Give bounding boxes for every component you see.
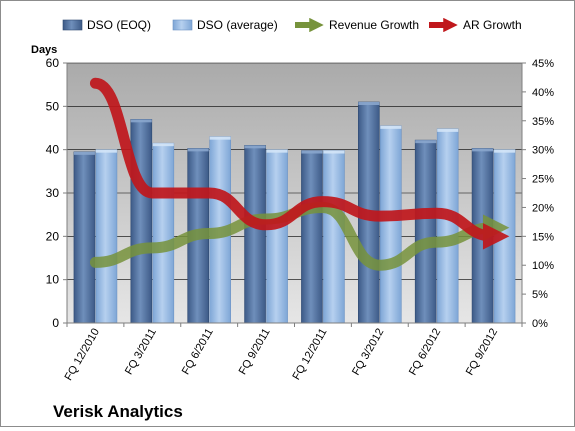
y-tick-label: 40 — [46, 143, 60, 157]
y2-axis-ticks: 0% 5% 10% 15% 20% 25% 30% 35% 40% 45% — [522, 58, 554, 330]
bar-top-highlight — [152, 143, 174, 147]
bar-dso-average — [266, 149, 288, 324]
legend-label: AR Growth — [463, 18, 522, 32]
y2-tick-label: 10% — [532, 260, 554, 272]
x-axis-ticks: FQ 12/2010 FQ 3/2011 FQ 6/2011 FQ 9/2011 FQ … — [63, 323, 523, 383]
bars — [73, 101, 516, 324]
y-tick-label: 0 — [52, 316, 59, 330]
bar-dso-average — [95, 149, 118, 324]
bar-top-highlight — [244, 145, 266, 149]
bar-top-highlight — [301, 150, 323, 154]
bar-top-highlight — [472, 148, 494, 152]
bar-dso-eoq — [301, 150, 323, 324]
y-tick-label: 10 — [46, 273, 60, 287]
x-tick-label: FQ 9/2012 — [464, 327, 500, 378]
bar-dso-average — [436, 128, 459, 324]
legend-label: Revenue Growth — [329, 18, 419, 32]
y2-tick-label: 35% — [532, 116, 554, 128]
bar-top-highlight — [95, 149, 117, 153]
bar-top-highlight — [266, 149, 288, 153]
x-tick-label: FQ 12/2010 — [63, 327, 102, 383]
bar-top-highlight — [380, 125, 402, 129]
bar-top-highlight — [494, 149, 516, 153]
bar-dso-average — [380, 125, 402, 324]
bar-dso-eoq — [73, 151, 96, 324]
bar-top-highlight — [130, 119, 152, 123]
bar-top-highlight — [73, 151, 95, 155]
y-tick-label: 50 — [46, 99, 60, 113]
x-tick-label: FQ 6/2012 — [407, 327, 443, 378]
x-tick-label: FQ 12/2011 — [291, 327, 330, 383]
bar-top-highlight — [437, 128, 459, 132]
x-tick-label: FQ 3/2011 — [123, 327, 159, 377]
y-tick-label: 20 — [46, 229, 60, 243]
bar-dso-eoq — [414, 139, 437, 324]
bar-top-highlight — [323, 150, 345, 154]
bar-top-highlight — [415, 140, 437, 144]
legend-label: DSO (average) — [197, 18, 278, 32]
y-tick-label: 60 — [46, 56, 60, 70]
y2-tick-label: 20% — [532, 202, 554, 214]
chart-title: Verisk Analytics — [53, 402, 183, 421]
y2-tick-label: 40% — [532, 87, 554, 99]
bar-dso-eoq — [244, 145, 266, 324]
x-tick-label: FQ 6/2011 — [180, 327, 216, 377]
x-tick-label: FQ 9/2011 — [237, 327, 273, 377]
y2-tick-label: 30% — [532, 145, 554, 157]
y-axis-label: Days — [31, 44, 57, 56]
bar-top-highlight — [209, 136, 231, 140]
y2-tick-label: 45% — [532, 58, 554, 70]
legend-swatch-dso-average — [172, 19, 193, 31]
bar-top-highlight — [358, 102, 380, 105]
y2-tick-label: 15% — [532, 231, 554, 243]
y2-tick-label: 5% — [532, 289, 548, 301]
growth-lines — [89, 77, 510, 271]
y-axis-ticks: 0 10 20 30 40 50 60 — [46, 56, 67, 330]
legend: DSO (EOQ) DSO (average) Revenue Growth AR G… — [62, 17, 522, 33]
bar-dso-average — [152, 142, 175, 324]
bar-dso-average — [323, 150, 345, 324]
y2-tick-label: 25% — [532, 174, 554, 186]
bar-top-highlight — [187, 148, 209, 152]
bar-dso-eoq — [130, 119, 153, 324]
x-tick-label: FQ 3/2012 — [350, 327, 386, 378]
legend-label: DSO (EOQ) — [87, 18, 151, 32]
legend-swatch-dso-eoq — [62, 19, 83, 31]
ar-growth-line — [89, 77, 510, 250]
y2-tick-label: 0% — [532, 318, 548, 330]
y-tick-label: 30 — [46, 186, 60, 200]
